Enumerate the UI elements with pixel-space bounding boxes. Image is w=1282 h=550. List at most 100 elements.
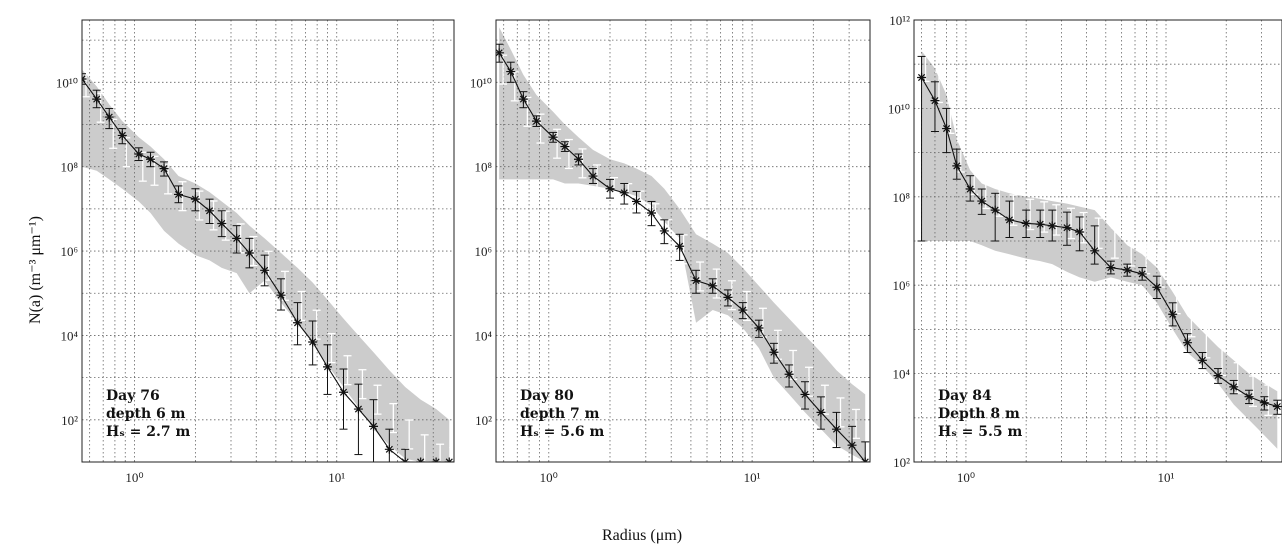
data-point-marker — [134, 149, 144, 159]
data-point-marker — [1122, 265, 1132, 275]
data-point-marker — [1137, 269, 1147, 279]
data-point-marker — [531, 116, 541, 126]
plot-frame — [81, 19, 455, 463]
data-point-marker — [784, 369, 794, 379]
y-tick-label: 10⁸ — [474, 160, 492, 175]
plot-frame — [913, 19, 1282, 463]
x-axis-label: Radius (μm) — [602, 527, 682, 544]
data-point-marker — [1197, 355, 1207, 365]
data-point-marker — [92, 94, 102, 104]
data-point-marker — [1152, 282, 1162, 292]
data-point-marker — [738, 305, 748, 315]
y-tick-label: 10⁸ — [892, 190, 910, 205]
panel-day-84: 10⁰ 10¹ 10² 10⁴ 10⁶ 10⁸ 10¹⁰ 10¹² Day 84 Depth 8 … — [888, 13, 1282, 485]
data-point-marker — [1021, 218, 1031, 228]
data-point-marker — [1106, 263, 1116, 273]
y-tick-label: 10¹⁰ — [56, 75, 78, 90]
data-point-marker — [847, 440, 857, 450]
data-point-marker — [369, 421, 379, 431]
annotation-line: depth 7 m — [520, 406, 600, 422]
y-tick-label: 10¹² — [889, 13, 910, 28]
panel-day-76: 10⁰ 10¹ 10² 10⁴ 10⁶ 10⁸ 10¹⁰ Day 76 depth 6 m Hₛ … — [56, 19, 455, 485]
data-point-marker — [816, 407, 826, 417]
y-tick-label: 10⁴ — [892, 367, 910, 382]
data-point-marker — [560, 142, 570, 152]
x-tick-label: 10¹ — [1158, 470, 1175, 485]
data-point-marker — [659, 226, 669, 236]
x-tick-label: 10⁰ — [125, 470, 143, 485]
data-point-marker — [723, 292, 733, 302]
y-tick-label: 10⁶ — [60, 244, 78, 259]
data-point-marker — [353, 404, 363, 414]
data-point-marker — [104, 112, 114, 122]
plot-area — [496, 20, 870, 462]
y-tick-label: 10⁸ — [60, 160, 78, 175]
y-tick-label: 10² — [61, 413, 78, 428]
data-point-marker — [769, 347, 779, 357]
plot-area — [82, 20, 454, 462]
data-point-marker — [1047, 221, 1057, 231]
data-point-marker — [574, 154, 584, 164]
annotation-line: Hₛ = 5.6 m — [520, 424, 604, 440]
data-point-marker — [754, 323, 764, 333]
data-point-marker — [244, 248, 254, 258]
data-point-marker — [1182, 338, 1192, 348]
plot-frame — [495, 19, 871, 463]
annotation-line: Day 76 — [106, 388, 160, 404]
data-point-marker — [1272, 402, 1282, 412]
data-point-marker — [518, 94, 528, 104]
data-point-marker — [384, 444, 394, 454]
variability-band — [82, 69, 450, 462]
data-point-marker — [930, 96, 940, 106]
data-point-marker — [322, 362, 332, 372]
data-point-marker — [117, 130, 127, 140]
data-point-marker — [800, 389, 810, 399]
x-tick-label: 10⁰ — [540, 470, 558, 485]
data-point-marker — [619, 188, 629, 198]
data-point-marker — [496, 48, 504, 58]
variability-band — [921, 50, 1278, 449]
annotation-line: Day 80 — [520, 388, 574, 404]
data-point-marker — [691, 276, 701, 286]
annotation-line: Hₛ = 2.7 m — [106, 424, 190, 440]
data-point-marker — [965, 184, 975, 194]
y-tick-label: 10² — [893, 455, 910, 470]
data-point-marker — [1244, 392, 1254, 402]
data-point-marker — [588, 171, 598, 181]
data-point-marker — [1090, 246, 1100, 256]
data-point-marker — [1229, 382, 1239, 392]
annotation-line: Depth 8 m — [938, 406, 1020, 422]
data-point-marker — [339, 387, 349, 397]
data-point-marker — [159, 164, 169, 174]
panel-day-80: 10⁰ 10¹ 10² 10⁴ 10⁶ 10⁸ 10¹⁰ Day 80 depth 7 m Hₛ … — [470, 19, 871, 485]
y-tick-label: 10¹⁰ — [470, 75, 492, 90]
data-point-marker — [605, 184, 615, 194]
data-point-marker — [205, 206, 215, 216]
data-point-marker — [1062, 223, 1072, 233]
y-tick-label: 10⁴ — [60, 328, 78, 343]
annotation-line: Hₛ = 5.5 m — [938, 424, 1022, 440]
data-point-marker — [1168, 309, 1178, 319]
y-tick-label: 10² — [475, 413, 492, 428]
y-tick-label: 10⁴ — [474, 328, 492, 343]
data-point-marker — [260, 265, 270, 275]
data-point-marker — [1004, 215, 1014, 225]
plot-area — [914, 20, 1282, 462]
data-point-marker — [232, 233, 242, 243]
data-point-marker — [548, 132, 558, 142]
annotation-line: depth 6 m — [106, 406, 186, 422]
data-point-marker — [146, 154, 156, 164]
data-point-marker — [276, 290, 286, 300]
data-point-marker — [977, 196, 987, 206]
data-point-marker — [708, 281, 718, 291]
data-point-marker — [952, 161, 962, 171]
annotation-line: Day 84 — [938, 388, 992, 404]
data-point-marker — [675, 241, 685, 251]
data-point-marker — [1075, 227, 1085, 237]
data-point-marker — [506, 67, 516, 77]
data-point-marker — [173, 189, 183, 199]
y-axis-label: N(a) (m⁻³ μm⁻¹) — [27, 216, 44, 324]
x-tick-label: 10¹ — [744, 470, 761, 485]
data-point-marker — [647, 208, 656, 218]
data-point-marker — [1035, 219, 1045, 229]
